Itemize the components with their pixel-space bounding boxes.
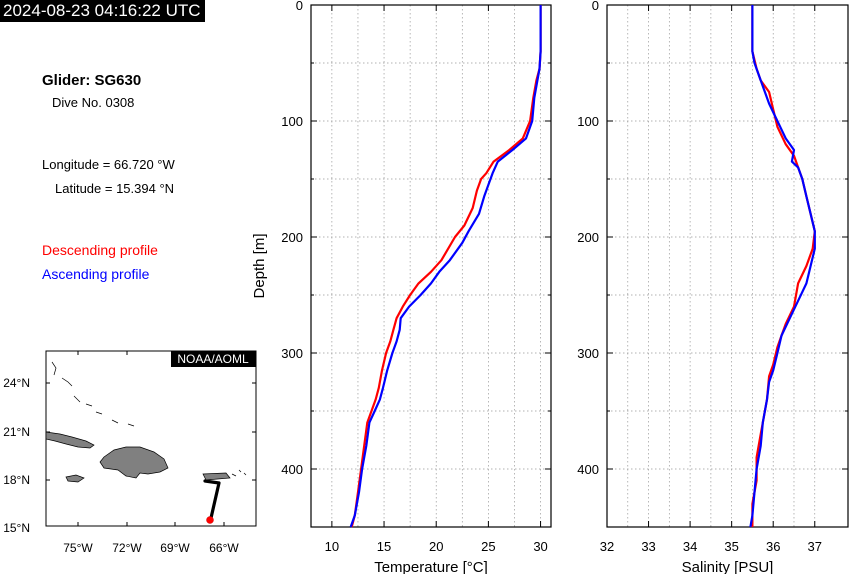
x-tick-label: 37 <box>808 539 822 554</box>
y-tick-label: 400 <box>281 462 303 477</box>
latitude-readout: Latitude = 15.394 °N <box>55 181 175 196</box>
grid <box>311 5 551 527</box>
map-lat-ticks <box>46 382 256 481</box>
y-tick-label: 100 <box>577 114 599 129</box>
plot-frame <box>310 4 552 528</box>
map-lat-label: 18°N <box>3 473 30 487</box>
map-land <box>45 361 247 483</box>
x-tick-label: 36 <box>766 539 780 554</box>
axis-ticks <box>606 4 848 527</box>
x-tick-label: 25 <box>481 539 495 554</box>
map-lon-label: 66°W <box>209 541 239 555</box>
y-tick-label: 200 <box>281 230 303 245</box>
antilles-islands <box>231 469 247 477</box>
x-tick-label: 34 <box>683 539 697 554</box>
hispaniola-landmass <box>99 446 169 479</box>
descending-profile-line <box>350 5 542 528</box>
glider-track <box>203 479 221 520</box>
map-lon-label: 75°W <box>63 541 93 555</box>
y-tick-label: 300 <box>281 346 303 361</box>
map-lon-label: 72°W <box>112 541 142 555</box>
glider-name: Glider: SG630 <box>42 72 142 89</box>
puerto-rico-landmass <box>202 472 231 481</box>
map-lat-label: 21°N <box>3 425 30 439</box>
salinity-profile-chart: 32 33 34 35 36 37 0 100 200 300 400 Salinity [PSU] <box>577 0 849 574</box>
glider-position-marker <box>206 516 214 524</box>
cuba-landmass <box>45 431 95 449</box>
y-axis-label: Depth [m] <box>251 233 268 298</box>
y-tick-label: 0 <box>592 0 599 13</box>
y-tick-label: 0 <box>296 0 303 13</box>
x-axis-label: Temperature [°C] <box>374 559 488 574</box>
plot-frame <box>606 4 849 528</box>
dive-number: Dive No. 0308 <box>52 95 135 110</box>
ascending-profile-line <box>749 5 816 528</box>
bahamas-islands <box>51 361 135 427</box>
map-lat-label: 15°N <box>3 521 30 535</box>
x-tick-label: 35 <box>724 539 738 554</box>
map-credit: NOAA/AOML <box>177 352 249 366</box>
timestamp: 2024-08-23 04:16:22 UTC <box>0 0 205 22</box>
x-tick-label: 10 <box>325 539 339 554</box>
x-tick-label: 30 <box>533 539 547 554</box>
x-axis-label: Salinity [PSU] <box>682 559 774 574</box>
map-lat-label: 24°N <box>3 376 30 390</box>
map-lon-label: 69°W <box>160 541 190 555</box>
grid <box>607 5 848 527</box>
legend-ascending: Ascending profile <box>42 266 150 282</box>
x-tick-label: 32 <box>600 539 614 554</box>
ascending-profile-line <box>349 5 542 528</box>
map-credit-box <box>171 351 256 367</box>
map-frame <box>45 350 257 527</box>
longitude-readout: Longitude = 66.720 °W <box>42 157 175 172</box>
x-tick-label: 33 <box>641 539 655 554</box>
y-tick-label: 300 <box>577 346 599 361</box>
y-tick-label: 400 <box>577 462 599 477</box>
x-tick-label: 20 <box>429 539 443 554</box>
location-map: NOAA/AOML 24°N 21°N 18°N 15°N 75°W 72°W … <box>3 350 257 555</box>
y-tick-label: 100 <box>281 114 303 129</box>
axis-ticks <box>311 4 551 527</box>
x-tick-label: 15 <box>377 539 391 554</box>
jamaica-landmass <box>65 474 85 483</box>
y-tick-label: 200 <box>577 230 599 245</box>
legend-descending: Descending profile <box>42 242 158 258</box>
map-lon-ticks <box>77 351 225 526</box>
